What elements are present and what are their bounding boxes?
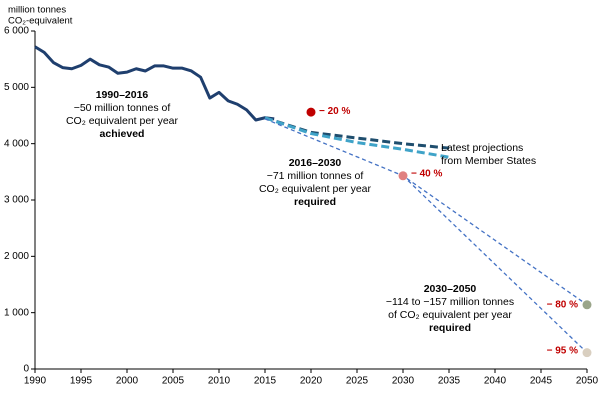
x-tick-label: 2010 — [208, 376, 231, 387]
x-tick-label: 2045 — [530, 376, 553, 387]
annotation: 1990–2016 — [96, 89, 149, 101]
y-tick-label: 2 000 — [4, 251, 29, 262]
annotation: −50 million tonnes of — [74, 102, 171, 114]
x-tick-label: 2040 — [484, 376, 507, 387]
dashed-line — [264, 116, 450, 150]
annotation: required — [294, 196, 336, 208]
annotation: CO₂ equivalent per year — [259, 183, 372, 195]
y-tick-label: 5 000 — [4, 82, 29, 93]
annotation: required — [429, 322, 471, 334]
x-tick-label: 2025 — [346, 376, 369, 387]
x-tick-label: 1995 — [70, 376, 93, 387]
target-point — [398, 171, 408, 181]
x-tick-label: 2035 — [438, 376, 461, 387]
x-tick-label: 1990 — [24, 376, 47, 387]
target-point — [582, 300, 592, 310]
annotation: CO₂ equivalent per year — [66, 115, 179, 127]
x-tick-label: 2000 — [116, 376, 139, 387]
y-tick-label: 6 000 — [4, 26, 29, 37]
series-label-line: Latest projections — [441, 142, 523, 154]
x-tick-label: 2050 — [576, 376, 599, 387]
dashed-line — [264, 116, 450, 159]
y-tick-label: 3 000 — [4, 195, 29, 206]
series-label-line: from Member States — [441, 155, 536, 167]
x-tick-label: 2005 — [162, 376, 185, 387]
target-point — [582, 348, 592, 358]
target-label: − 95 % — [547, 345, 579, 356]
target-point — [306, 107, 316, 117]
line — [34, 45, 275, 122]
annotation: 2030–2050 — [424, 283, 477, 295]
target-label: − 20 % — [319, 106, 351, 117]
annotation: −114 to −157 million tonnes — [386, 296, 514, 308]
x-tick-label: 2015 — [254, 376, 277, 387]
x-tick-label: 2020 — [300, 376, 323, 387]
x-tick-label: 2030 — [392, 376, 415, 387]
dashed-line — [402, 175, 588, 354]
y-tick-label: 0 — [23, 364, 29, 375]
target-label: − 40 % — [411, 168, 443, 179]
y-tick-label: 1 000 — [4, 307, 29, 318]
annotation: 2016–2030 — [289, 157, 342, 169]
annotation: achieved — [100, 128, 145, 140]
y-axis-title: million tonnes — [8, 5, 66, 16]
y-axis-title: CO₂-equivalent — [8, 16, 73, 27]
target-label: − 80 % — [547, 299, 579, 310]
annotation: of CO₂ equivalent per year — [388, 309, 512, 321]
series-label: Latest projections from Member States — [441, 142, 536, 167]
annotation: −71 million tonnes of — [267, 170, 364, 182]
y-tick-label: 4 000 — [4, 138, 29, 149]
dashed-line — [264, 118, 588, 306]
